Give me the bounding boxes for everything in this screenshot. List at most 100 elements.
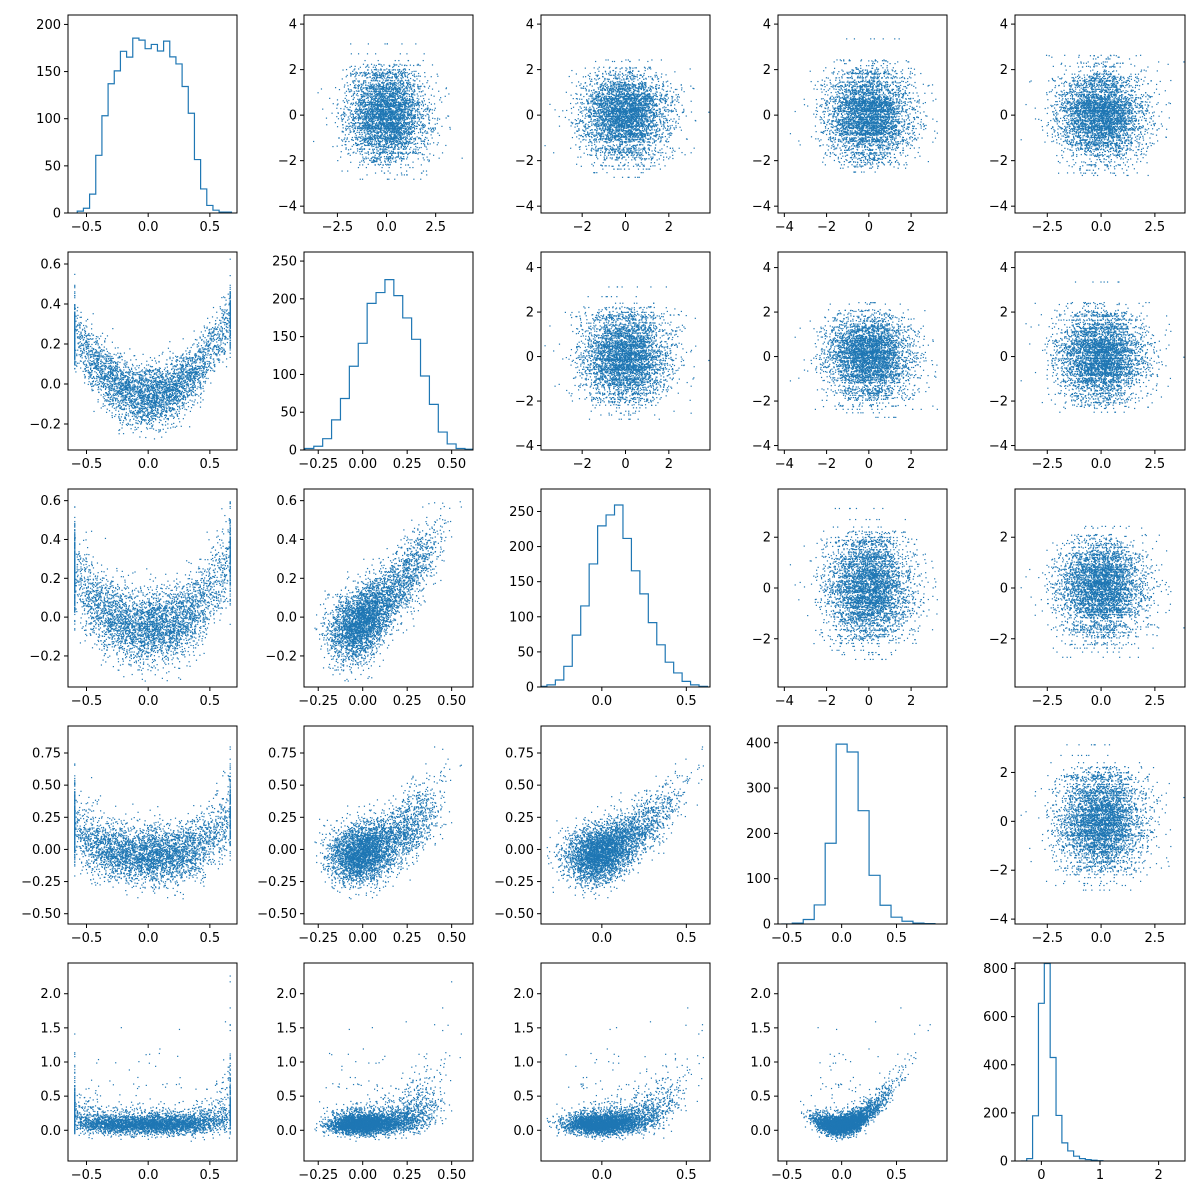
scatter-point [405,100,406,101]
scatter-point [582,110,583,111]
scatter-point [410,137,411,138]
scatter-point [338,113,339,114]
scatter-point [373,152,374,153]
scatter-point [391,112,392,113]
scatter-point [420,130,421,131]
scatter-point [390,156,391,157]
scatter-point [369,149,370,150]
scatter-point [387,147,388,148]
scatter-point [363,160,364,161]
scatter-point [422,135,423,136]
scatter-point [407,109,408,110]
scatter-point [385,122,386,123]
scatter-point [421,164,422,165]
scatter-point [368,152,369,153]
scatter-point [353,144,354,145]
scatter-point [638,169,639,170]
scatter-point [373,67,374,68]
scatter-point [400,137,401,138]
scatter-point [397,96,398,97]
scatter-point [343,127,344,128]
scatter-point [398,84,399,85]
scatter-point [419,125,420,126]
scatter-point [372,91,373,92]
scatter-point [383,100,384,101]
scatter-point [361,98,362,99]
scatter-point [415,151,416,152]
scatter-point [562,110,563,111]
scatter-point [356,111,357,112]
scatter-point [356,103,357,104]
scatter-point [406,88,407,89]
scatter-point [423,143,424,144]
scatter-point [411,126,412,127]
scatter-point [407,98,408,99]
scatter-point [395,112,396,113]
scatter-point [674,71,675,72]
scatter-point [403,86,404,87]
scatter-point [398,128,399,129]
scatter-point [392,141,393,142]
scatter-point [402,158,403,159]
scatter-point [623,78,624,79]
scatter-point [361,130,362,131]
scatter-point [379,129,380,130]
scatter-point [366,125,367,126]
scatter-point [367,65,368,66]
scatter-point [386,92,387,93]
scatter-point [388,115,389,116]
scatter-point [356,74,357,75]
scatter-point [366,174,367,175]
scatter-point [378,156,379,157]
scatter-point [395,144,396,145]
scatter-point [416,78,417,79]
scatter-point [401,71,402,72]
scatter-point [391,151,392,152]
scatter-point [352,137,353,138]
scatter-point [412,110,413,111]
scatter-point [377,116,378,117]
scatter-point [378,133,379,134]
scatter-point [379,111,380,112]
scatter-point [353,129,354,130]
scatter-point [371,102,372,103]
scatter-point [389,167,390,168]
scatter-point [336,116,337,117]
scatter-point [388,122,389,123]
scatter-point [645,138,646,139]
scatter-point [389,72,390,73]
scatter-point [413,79,414,80]
scatter-point [379,72,380,73]
scatter-point [408,122,409,123]
scatter-point [421,143,422,144]
scatter-point [394,179,395,180]
scatter-point [372,118,373,119]
scatter-point [373,111,374,112]
scatter-point [386,130,387,131]
scatter-point [375,123,376,124]
scatter-point [397,129,398,130]
scatter-point [382,167,383,168]
scatter-point [369,160,370,161]
scatter-point [389,98,390,99]
scatter-point [566,110,567,111]
scatter-point [403,103,404,104]
scatter-point [385,103,386,104]
scatter-point [376,112,377,113]
scatter-point [362,91,363,92]
scatter-point [363,96,364,97]
scatter-point [370,100,371,101]
scatter-point [422,133,423,134]
scatter-point [399,102,400,103]
scatter-point [356,143,357,144]
scatter-point [374,90,375,91]
scatter-point [394,112,395,113]
scatter-point [359,99,360,100]
scatter-point [398,117,399,118]
scatter-point [382,72,383,73]
scatter-point [388,77,389,78]
scatter-point [424,86,425,87]
scatter-point [365,135,366,136]
scatter-point [428,114,429,115]
scatter-point [402,111,403,112]
